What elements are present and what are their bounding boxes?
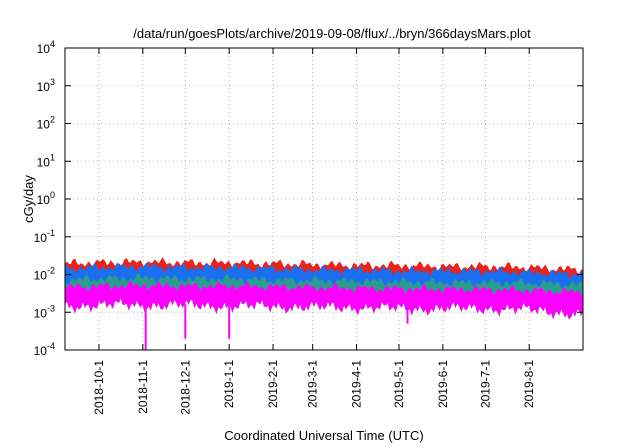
x-axis-label: Coordinated Universal Time (UTC) bbox=[224, 428, 423, 443]
y-tick-label: 102 bbox=[37, 115, 55, 132]
x-tick-label: 2019-1-1 bbox=[222, 360, 236, 408]
x-tick-label: 2018-10-1 bbox=[92, 360, 106, 415]
y-tick-label: 103 bbox=[37, 77, 55, 94]
x-tick-label: 2019-3-1 bbox=[306, 360, 320, 408]
series-areas bbox=[64, 257, 584, 320]
x-tick-label: 2019-7-1 bbox=[478, 360, 492, 408]
y-axis-label: cGy/day bbox=[21, 175, 36, 223]
y-tick-label: 101 bbox=[37, 152, 55, 169]
dip-spikes bbox=[144, 304, 409, 350]
x-tick-label: 2018-11-1 bbox=[136, 360, 150, 414]
x-tick-label: 2019-6-1 bbox=[436, 360, 450, 408]
x-tick-label: 2019-8-1 bbox=[522, 360, 536, 408]
y-tick-label: 10-1 bbox=[34, 228, 55, 245]
x-tick-label: 2019-5-1 bbox=[392, 360, 406, 408]
y-tick-label: 100 bbox=[37, 190, 55, 207]
y-tick-label: 10-3 bbox=[34, 303, 55, 320]
y-tick-label: 10-2 bbox=[34, 266, 55, 283]
y-tick-label: 10-4 bbox=[34, 341, 55, 358]
y-tick-label: 104 bbox=[37, 39, 55, 56]
x-tick-label: 2019-4-1 bbox=[350, 360, 364, 408]
y-axis-ticks: 10-4 10-3 10-2 10-1 100 101 102 103 104 bbox=[34, 39, 583, 358]
x-tick-label: 2019-2-1 bbox=[266, 360, 280, 408]
x-tick-label: 2018-12-1 bbox=[178, 360, 192, 415]
x-axis-ticks: 2018-10-1 2018-11-1 2018-12-1 2019-1-1 2019-… bbox=[92, 48, 536, 415]
chart-title: /data/run/goesPlots/archive/2019-09-08/f… bbox=[133, 26, 531, 41]
